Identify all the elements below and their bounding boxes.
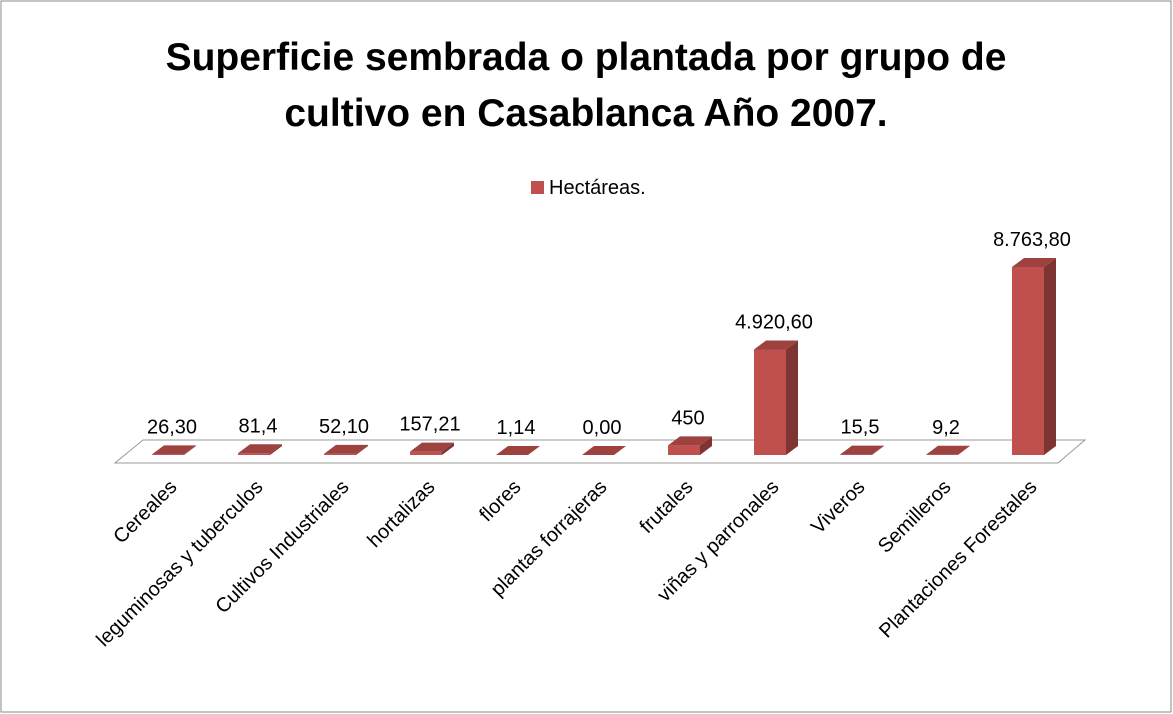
data-label: 450 <box>671 407 704 429</box>
bar-face <box>754 340 798 350</box>
bar-face <box>786 340 798 455</box>
bar-face <box>356 444 368 455</box>
bar <box>926 445 970 455</box>
data-label: 52,10 <box>319 416 369 438</box>
bar-face <box>442 442 454 455</box>
bar-face <box>410 442 454 452</box>
bar-face <box>958 445 970 455</box>
bar-face <box>528 445 540 455</box>
bar-face <box>754 349 786 455</box>
bar <box>410 442 454 455</box>
bar-face <box>184 445 196 455</box>
data-label: 157,21 <box>399 414 460 436</box>
data-label: 4.920,60 <box>735 311 813 333</box>
bar <box>668 436 712 455</box>
bar-face <box>270 444 282 455</box>
bar-face <box>668 436 712 446</box>
bar <box>324 444 368 455</box>
bar-face <box>496 445 540 455</box>
data-label: 8.763,80 <box>993 229 1071 251</box>
bar-face <box>152 445 196 455</box>
bar-face <box>324 453 356 455</box>
bar-face <box>1044 258 1056 455</box>
data-label: 15,5 <box>841 417 880 439</box>
chart-title: Superficie sembrada o plantada por grupo… <box>165 36 1007 135</box>
bar-face <box>238 444 282 454</box>
bar-face <box>152 454 184 455</box>
bar <box>754 340 798 455</box>
legend-label: Hectáreas. <box>549 177 646 199</box>
data-label: 0,00 <box>583 417 622 439</box>
bar-face <box>324 444 368 454</box>
bar-face <box>668 445 700 455</box>
data-label: 9,2 <box>932 417 960 439</box>
bar <box>496 445 540 455</box>
data-label: 26,30 <box>147 416 197 438</box>
bar <box>840 445 884 455</box>
bar <box>238 444 282 455</box>
bar-face <box>582 446 626 455</box>
bar <box>152 445 196 455</box>
bar-face <box>872 445 884 455</box>
bar-face <box>410 451 442 455</box>
legend-swatch <box>531 181 544 194</box>
bar <box>1012 258 1056 455</box>
bar <box>582 446 626 455</box>
bar-face <box>238 453 270 455</box>
bar-face <box>1012 267 1044 455</box>
data-label: 81,4 <box>239 415 278 437</box>
bar-face <box>926 445 970 455</box>
bar-face <box>1012 258 1056 267</box>
bar-face <box>700 436 712 455</box>
data-label: 1,14 <box>497 417 536 439</box>
bar-face <box>840 445 884 455</box>
